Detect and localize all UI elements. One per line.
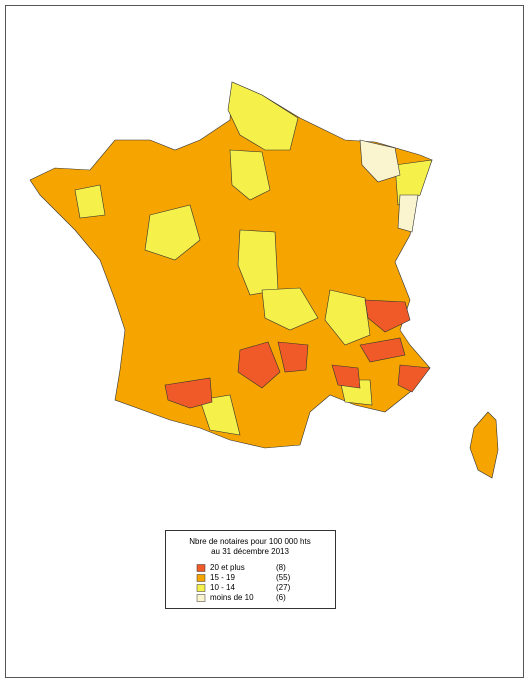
legend-swatch — [196, 594, 206, 602]
department-area — [331, 364, 361, 389]
department-area — [144, 204, 201, 261]
department-area — [227, 81, 299, 151]
department-area — [394, 159, 433, 206]
legend-count: (6) — [276, 593, 286, 602]
legend-count: (8) — [276, 563, 286, 572]
legend-count: (55) — [276, 573, 291, 582]
legend: Nbre de notaires pour 100 000 hts au 31 … — [165, 530, 336, 609]
legend-swatch — [196, 584, 206, 592]
department-area — [324, 289, 371, 346]
department-area — [74, 184, 106, 219]
legend-swatch — [196, 564, 206, 572]
department-area — [164, 377, 213, 409]
legend-label: 20 et plus — [210, 563, 245, 572]
legend-title: au 31 décembre 2013 — [211, 547, 289, 556]
corsica — [469, 411, 499, 479]
department-area — [397, 194, 419, 233]
department-area — [359, 337, 406, 363]
department-area — [229, 149, 271, 201]
department-area — [397, 364, 431, 393]
department-area — [277, 341, 309, 373]
legend-title: Nbre de notaires pour 100 000 hts — [189, 537, 310, 546]
department-area — [199, 394, 241, 436]
department-area — [364, 299, 411, 333]
department-area — [359, 139, 401, 183]
legend-label: 15 - 19 — [210, 573, 235, 582]
department-area — [261, 287, 319, 331]
department-area — [237, 341, 281, 389]
legend-label: moins de 10 — [210, 593, 254, 602]
france-map — [29, 81, 499, 479]
legend-label: 10 - 14 — [210, 583, 235, 592]
legend-box — [165, 530, 336, 609]
legend-swatch — [196, 574, 206, 582]
legend-count: (27) — [276, 583, 291, 592]
